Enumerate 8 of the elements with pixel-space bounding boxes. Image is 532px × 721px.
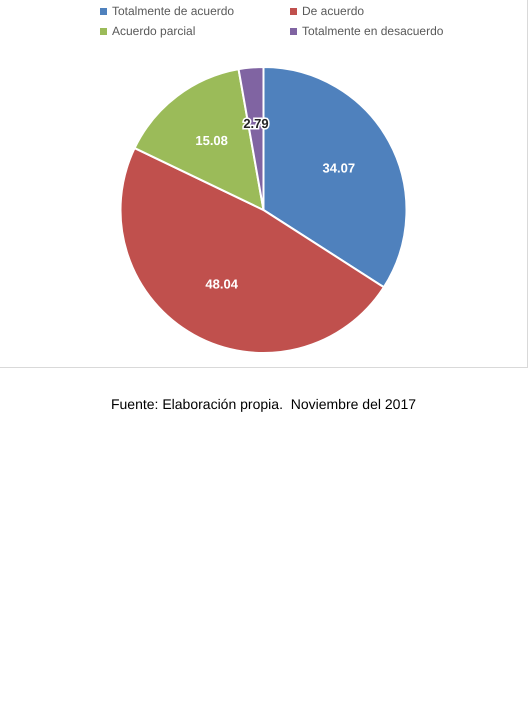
source-note: Fuente: Elaboración propia. Noviembre del 2017 bbox=[110, 396, 418, 412]
data-label: 48.04 bbox=[205, 276, 239, 292]
data-label: 15.08 bbox=[195, 133, 228, 148]
legend-label: Totalmente de acuerdo bbox=[112, 4, 234, 18]
data-label: 34.07 bbox=[322, 160, 356, 176]
legend-label: Totalmente en desacuerdo bbox=[302, 24, 444, 38]
legend-label: Acuerdo parcial bbox=[112, 24, 196, 38]
legend-label: De acuerdo bbox=[302, 4, 364, 18]
